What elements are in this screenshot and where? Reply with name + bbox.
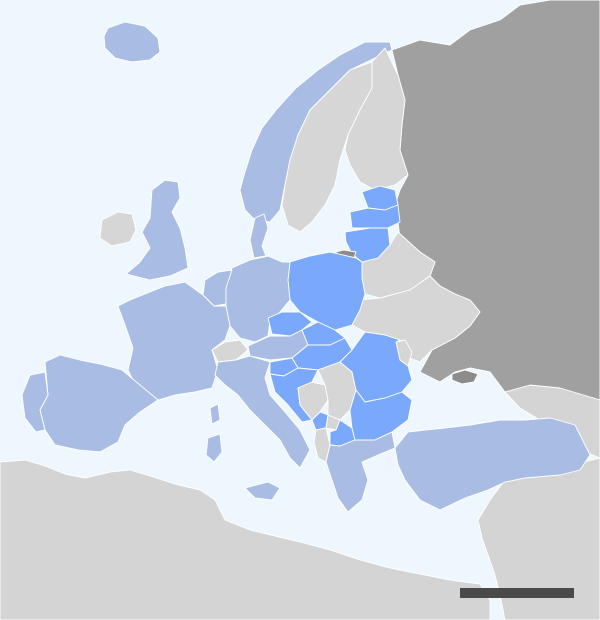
turkey — [394, 417, 591, 511]
sardinia — [205, 433, 223, 463]
finland — [344, 47, 409, 191]
corsica — [209, 403, 221, 425]
united-kingdom — [125, 179, 189, 281]
portugal — [21, 371, 49, 433]
north-africa — [0, 459, 491, 620]
sicily — [244, 481, 281, 501]
crimea — [451, 369, 479, 385]
poland — [287, 251, 366, 331]
iceland — [103, 21, 161, 63]
czechia — [267, 311, 313, 337]
bosnia — [297, 381, 329, 421]
latvia — [349, 204, 401, 229]
ireland — [99, 211, 137, 247]
greece — [325, 431, 396, 513]
france — [117, 281, 231, 401]
scale-bar — [460, 588, 574, 598]
italy — [214, 355, 311, 469]
denmark — [249, 213, 269, 259]
bulgaria — [349, 389, 413, 441]
norway — [239, 41, 393, 223]
